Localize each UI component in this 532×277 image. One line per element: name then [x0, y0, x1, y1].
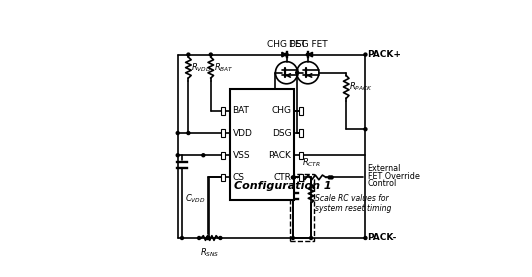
- Circle shape: [364, 237, 367, 240]
- Text: DSG FET: DSG FET: [288, 40, 327, 49]
- Bar: [300, 129, 303, 137]
- Text: $R_{CTR}$: $R_{CTR}$: [302, 157, 321, 169]
- Bar: [221, 129, 225, 137]
- Text: FET Override: FET Override: [368, 172, 419, 181]
- Text: PACK+: PACK+: [368, 50, 402, 59]
- Circle shape: [285, 53, 288, 56]
- Text: VSS: VSS: [232, 151, 250, 160]
- Polygon shape: [308, 52, 312, 57]
- Bar: [230, 89, 294, 200]
- Circle shape: [310, 237, 312, 240]
- Circle shape: [176, 132, 179, 135]
- Text: CHG FET: CHG FET: [267, 40, 306, 49]
- Circle shape: [202, 154, 205, 157]
- Text: Scale RC values for
system reset timing: Scale RC values for system reset timing: [315, 194, 392, 213]
- Bar: [221, 174, 225, 181]
- Circle shape: [328, 176, 331, 179]
- Circle shape: [207, 237, 210, 240]
- Bar: [300, 107, 303, 115]
- Bar: [300, 174, 303, 181]
- Text: $R_{PACK}$: $R_{PACK}$: [349, 81, 373, 93]
- Text: $R_{BAT}$: $R_{BAT}$: [214, 61, 234, 74]
- Bar: [300, 152, 303, 159]
- Circle shape: [209, 53, 212, 56]
- Text: $C_{VDD}$: $C_{VDD}$: [186, 193, 206, 205]
- Text: CTR: CTR: [273, 173, 292, 182]
- Circle shape: [219, 237, 222, 240]
- Circle shape: [364, 128, 367, 131]
- Text: PACK-: PACK-: [368, 234, 397, 242]
- Circle shape: [292, 176, 294, 179]
- Circle shape: [187, 53, 190, 56]
- Text: CS: CS: [232, 173, 245, 182]
- Text: Control: Control: [368, 179, 397, 188]
- Circle shape: [330, 176, 333, 179]
- Text: Configuration 1: Configuration 1: [234, 181, 332, 191]
- Polygon shape: [282, 52, 287, 57]
- Text: $R_{VDD}$: $R_{VDD}$: [192, 61, 212, 74]
- Circle shape: [293, 176, 295, 179]
- Circle shape: [180, 237, 184, 240]
- Circle shape: [306, 53, 309, 56]
- Bar: [221, 107, 225, 115]
- Circle shape: [296, 71, 298, 74]
- Text: DSG: DSG: [272, 129, 292, 138]
- Text: $R_{SNS}$: $R_{SNS}$: [200, 247, 220, 260]
- Circle shape: [176, 154, 179, 157]
- Circle shape: [206, 237, 209, 240]
- Circle shape: [364, 53, 367, 56]
- Text: BAT: BAT: [232, 106, 250, 116]
- Text: External: External: [368, 164, 401, 173]
- Text: PACK: PACK: [269, 151, 292, 160]
- Circle shape: [197, 237, 201, 240]
- Circle shape: [292, 237, 294, 240]
- Text: CHG: CHG: [271, 106, 292, 116]
- Bar: [290, 174, 314, 241]
- Circle shape: [187, 132, 190, 135]
- Bar: [221, 152, 225, 159]
- Text: VDD: VDD: [232, 129, 252, 138]
